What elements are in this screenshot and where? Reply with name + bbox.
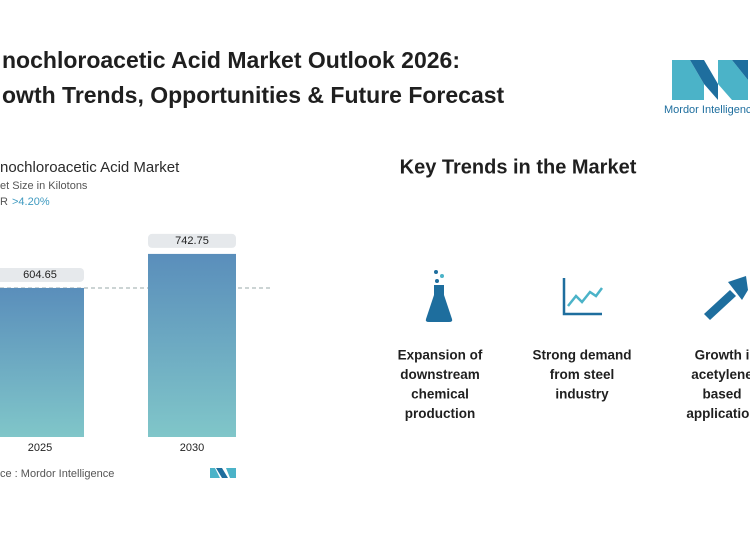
trend-text: chemical [411, 387, 469, 402]
x-tick-label: 2025 [28, 442, 52, 454]
trend-text: application [686, 406, 750, 421]
cagr-value: >4.20% [12, 196, 50, 208]
chart-icon [562, 278, 603, 316]
flashlight-icon [704, 276, 748, 320]
trend-text: downstream [400, 367, 480, 382]
chart-title: nochloroacetic Acid Market [0, 159, 180, 176]
flask-icon [425, 270, 453, 322]
bar [148, 253, 236, 437]
trend-text: Growth i [695, 348, 750, 363]
small-logo [210, 468, 236, 478]
bar [0, 287, 84, 437]
trend-text: Expansion of [398, 348, 483, 363]
trend-text: from steel [550, 367, 615, 382]
source: ce : Mordor Intelligence [0, 468, 114, 480]
title-line: nochloroacetic Acid Market Outlook 2026: [2, 47, 460, 73]
trend-text: acetylene [691, 367, 750, 382]
logo-text: Mordor Intelligenc [664, 104, 750, 116]
chart-subtitle: et Size in Kilotons [0, 180, 88, 192]
logo [672, 60, 748, 100]
title-line: owth Trends, Opportunities & Future Fore… [2, 82, 505, 108]
trend-text: Strong demand [532, 348, 631, 363]
trend-text: industry [555, 387, 609, 402]
value-label: 742.75 [175, 235, 209, 247]
trends-title: Key Trends in the Market [400, 156, 637, 178]
x-tick-label: 2030 [180, 442, 204, 454]
cagr-label: R [0, 196, 8, 208]
value-label: 604.65 [23, 269, 57, 281]
trend-text: based [702, 387, 741, 402]
trend-text: production [405, 406, 476, 421]
value-label-box [148, 233, 236, 248]
value-label-box [0, 267, 84, 282]
